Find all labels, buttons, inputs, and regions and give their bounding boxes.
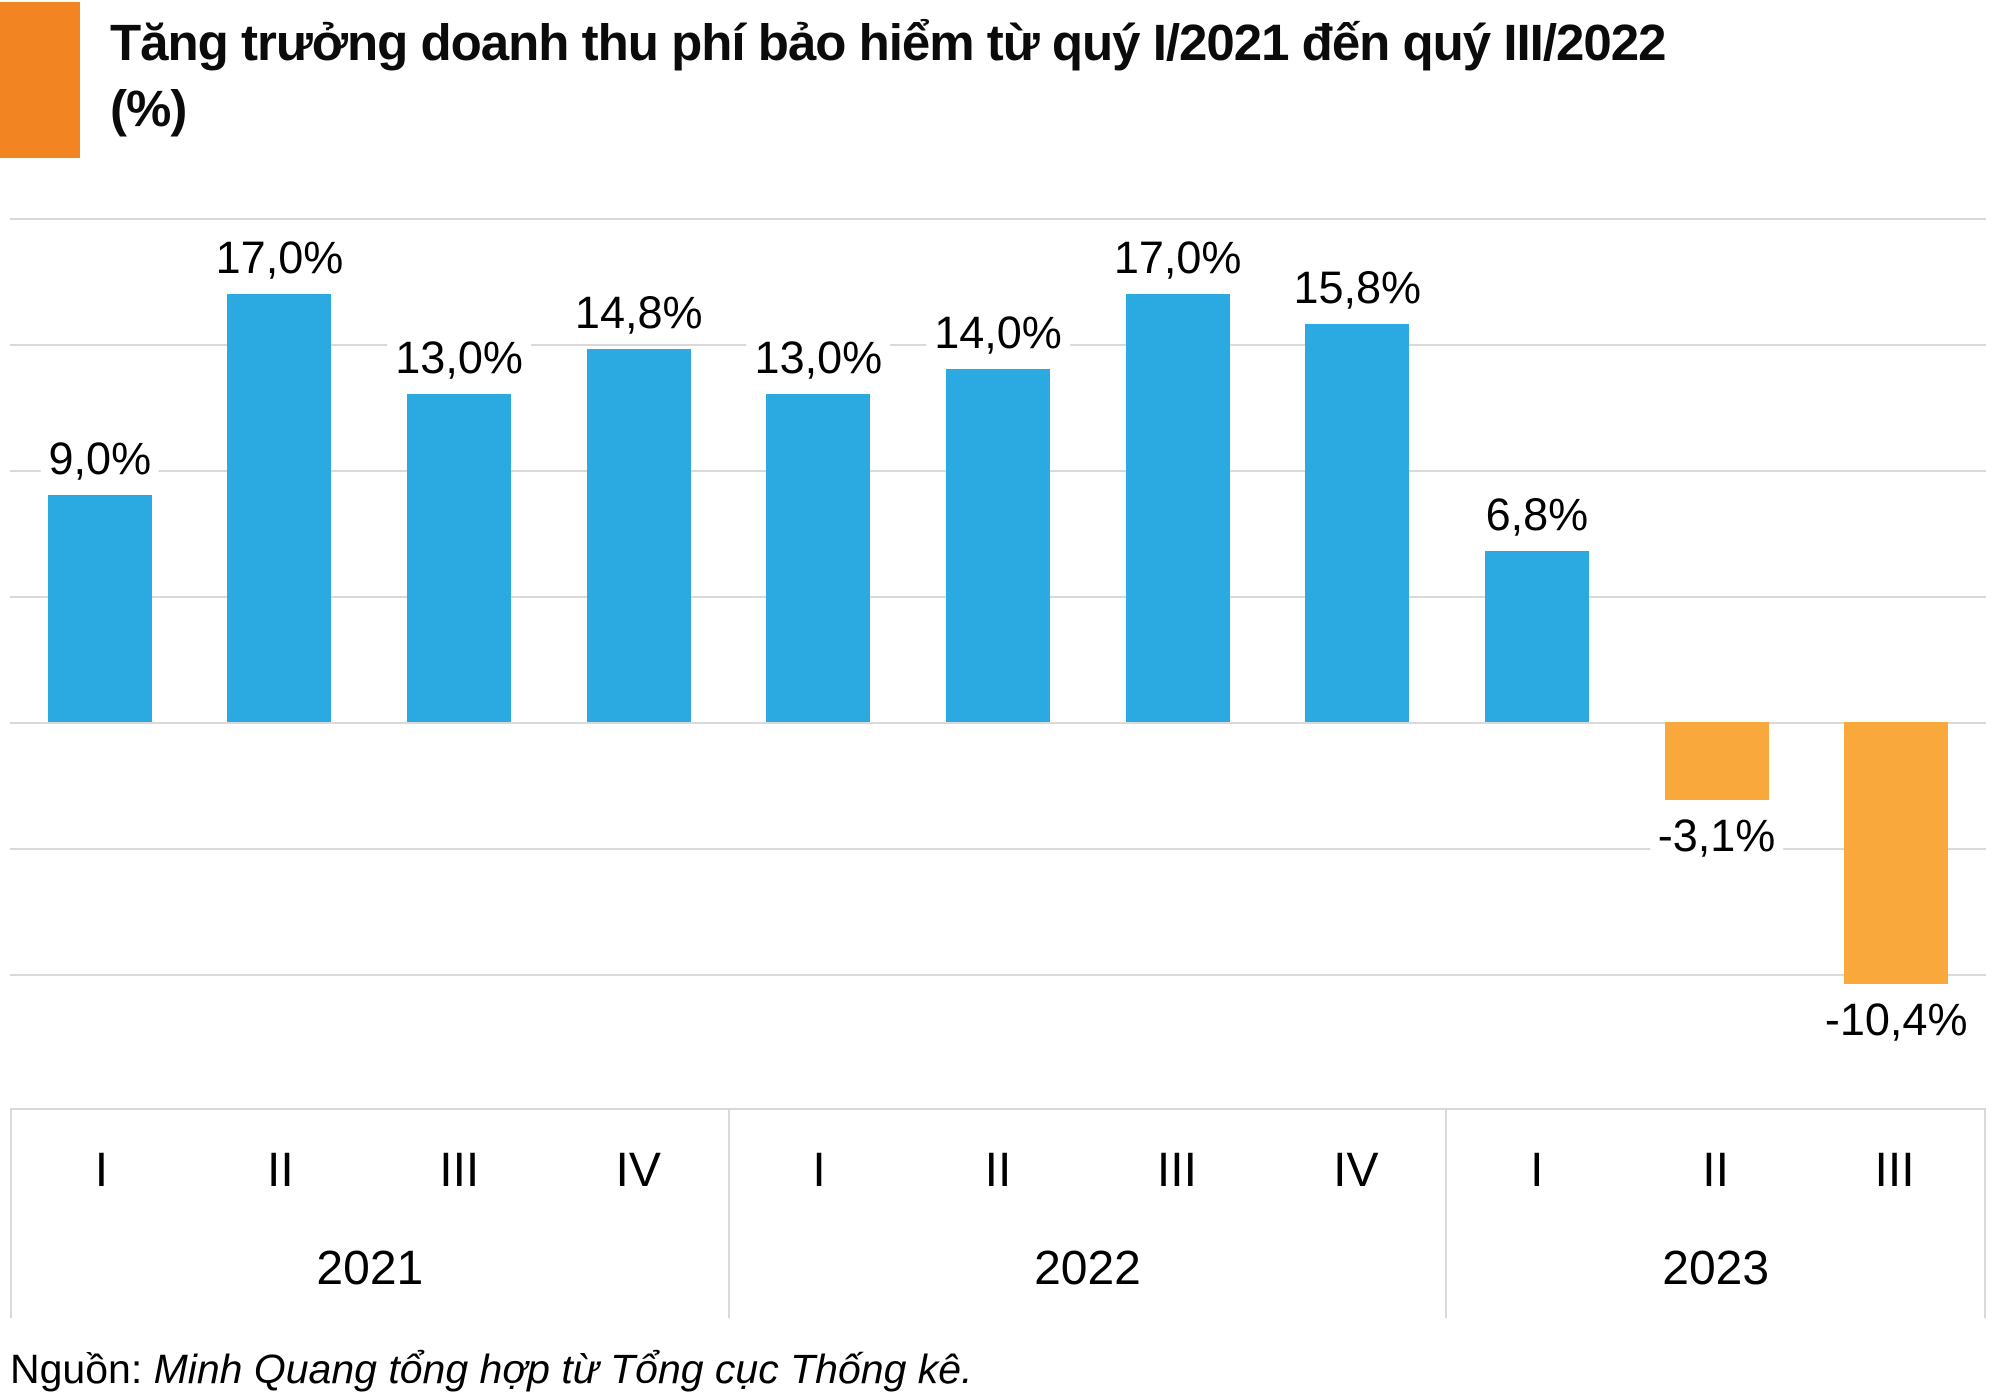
source-text: Minh Quang tổng hợp từ Tổng cục Thống kê… xyxy=(153,1346,973,1392)
bar-value-label: 6,8% xyxy=(1477,488,1597,541)
quarter-label: II xyxy=(1702,1144,1729,1197)
year-label: 2022 xyxy=(1034,1242,1141,1295)
source-note: Nguồn: Minh Quang tổng hợp từ Tổng cục T… xyxy=(10,1346,972,1393)
quarter-row: I II III xyxy=(1447,1110,1984,1209)
bar-value-label: -10,4% xyxy=(1816,994,1976,1047)
quarter-row: I II III IV xyxy=(12,1110,728,1209)
page-title-line1: Tăng trưởng doanh thu phí bảo hiểm từ qu… xyxy=(110,14,1666,71)
quarter-label: III xyxy=(1156,1144,1197,1197)
bar-value-label: 14,8% xyxy=(566,287,711,340)
accent-square xyxy=(0,2,80,158)
gridline xyxy=(10,722,1986,724)
page-title: Tăng trưởng doanh thu phí bảo hiểm từ qu… xyxy=(110,10,1666,142)
quarter-label: I xyxy=(812,1144,826,1197)
bar-value-label: 13,0% xyxy=(387,332,531,385)
year-label: 2021 xyxy=(316,1242,424,1295)
bar xyxy=(946,369,1050,722)
source-prefix: Nguồn: xyxy=(10,1346,154,1392)
bar-value-label: 9,0% xyxy=(40,433,160,486)
quarter-label: III xyxy=(1874,1144,1915,1197)
year-label: 2023 xyxy=(1662,1242,1770,1295)
page-title-line2: (%) xyxy=(110,80,187,137)
bar xyxy=(1305,323,1410,722)
gridline xyxy=(10,848,1986,850)
quarter-label: III xyxy=(439,1144,480,1197)
x-axis-category-table: I II III IV 2021 I II III IV 2022 I II III 2023 xyxy=(10,1108,1986,1318)
gridline xyxy=(10,218,1986,220)
quarter-label: I xyxy=(94,1144,109,1197)
bar xyxy=(1844,722,1949,985)
gridline xyxy=(10,974,1986,976)
year-group-2022: I II III IV 2022 xyxy=(727,1110,1446,1318)
bar xyxy=(227,293,332,722)
bar-value-label: 14,0% xyxy=(926,307,1070,360)
bar xyxy=(1664,722,1769,801)
bar-chart-plot-area: 9,0% 17,0% 13,0% 14,8% 13,0% 14,0% 17,0% 15,8% 6… xyxy=(10,218,1986,1108)
bar xyxy=(1484,550,1589,722)
bar xyxy=(407,394,512,722)
year-group-2023: I II III 2023 xyxy=(1445,1110,1984,1318)
bar-value-label: 13,0% xyxy=(746,332,891,385)
bar-value-label: 17,0% xyxy=(207,231,352,284)
quarter-label: II xyxy=(267,1144,294,1197)
bar-value-label: 17,0% xyxy=(1105,231,1250,284)
year-group-2021: I II III IV 2021 xyxy=(12,1110,728,1318)
bar xyxy=(766,394,871,722)
bar xyxy=(586,349,691,722)
bar xyxy=(47,495,152,722)
quarter-row: I II III IV xyxy=(730,1110,1446,1209)
bar xyxy=(1125,293,1230,722)
quarter-label: IV xyxy=(1333,1144,1379,1197)
quarter-label: I xyxy=(1530,1144,1544,1197)
bar-value-label: -3,1% xyxy=(1649,810,1784,863)
quarter-label: IV xyxy=(615,1144,661,1197)
quarter-label: II xyxy=(984,1144,1012,1197)
bar-value-label: 15,8% xyxy=(1285,261,1430,314)
